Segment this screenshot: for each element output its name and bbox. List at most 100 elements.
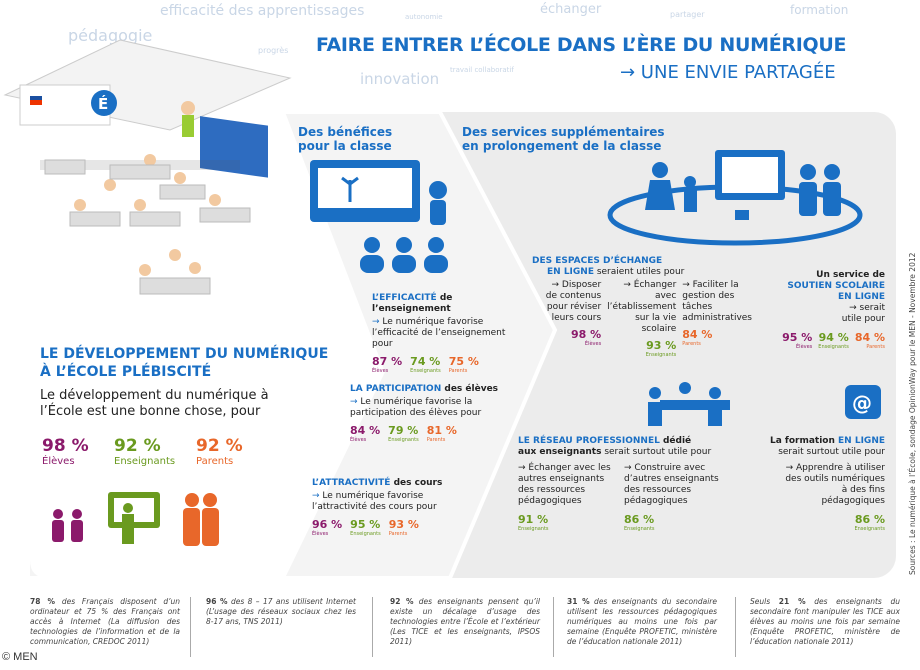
source-note: Sources : Le numérique à l’École, sondag… (908, 252, 917, 575)
stat-label: Élèves (42, 456, 75, 467)
stat-label: Parents (682, 341, 701, 347)
stat-label: Élèves (372, 368, 389, 374)
stat-value: 75 % (448, 355, 479, 368)
block-title: LA PARTICIPATION (350, 384, 442, 394)
stat-label: Enseignants (818, 344, 849, 350)
block-title-rest: dédié (659, 436, 692, 446)
footer-fact: 96 % des 8 – 17 ans utilisent Internet (… (206, 597, 356, 626)
page-subtitle: → UNE ENVIE PARTAGÉE (620, 62, 836, 83)
item-text: → Disposer de contenus pour réviser leur… (545, 280, 602, 323)
cloud-word: innovation (360, 70, 440, 88)
block-title-rest: serait surtout utile pour (601, 447, 712, 457)
block-title-rest: des élèves (441, 384, 499, 394)
panel-backgrounds: É @ (3, 39, 896, 580)
stat-label: Élèves (350, 437, 367, 443)
right-heading: Des services supplémentaires en prolonge… (462, 125, 665, 153)
block-title: SOUTIEN SCOLAIRE (787, 281, 885, 291)
copyright: © MEN (2, 651, 38, 663)
stat-value: 93 % (388, 518, 419, 531)
stat-value: 95 % (782, 331, 813, 344)
cloud-word: efficacité des apprentissages (160, 3, 365, 19)
footer-fact: 31 % des enseignants du secondaire utili… (567, 597, 717, 646)
item-text: → Apprendre à utiliser des outils numéri… (785, 463, 885, 506)
interactive-whiteboard-icon (310, 160, 448, 273)
stat-label: Parents (426, 437, 446, 443)
block-title: L’ATTRACTIVITÉ (312, 478, 391, 488)
cloud-word: formation (790, 3, 849, 17)
stat-label: Parents (388, 531, 408, 537)
block-title: EN LIGNE (838, 436, 885, 446)
stat-label: Enseignants (114, 456, 176, 467)
block-text: → serait utile pour (841, 303, 885, 324)
block-title: L’EFFICACITÉ (372, 293, 437, 303)
stat-label: Élèves (584, 341, 602, 347)
page-title: FAIRE ENTRER L’ÉCOLE DANS L’ÈRE DU NUMÉR… (316, 34, 847, 56)
block-title: EN LIGNE (547, 267, 594, 277)
svg-text:É: É (98, 94, 108, 113)
svg-text:@: @ (852, 391, 872, 415)
stat-label: Enseignants (645, 352, 677, 358)
soutien-scolaire: Un service de SOUTIEN SCOLAIRE EN LIGNE … (775, 270, 885, 350)
arrow-icon: → (372, 317, 380, 327)
stat-label: Parents (448, 368, 468, 374)
cloud-word: autonomie (405, 13, 443, 21)
item-text: → Échanger avec l’établissement sur la v… (607, 280, 677, 334)
stat-value: 84 % (854, 331, 885, 344)
stat-label: Élèves (312, 531, 329, 537)
cloud-word: progrès (258, 46, 289, 55)
block-text: Le numérique favorise l’attractivité des… (312, 491, 437, 512)
stat-value: 94 % (818, 331, 849, 344)
left-stats: 98 % Élèves 92 % Enseignants 92 % Parents (42, 436, 243, 467)
block-title-rest: serait surtout utile pour (778, 447, 885, 457)
footer-fact: Seuls 21 % des enseignants du secondaire… (750, 597, 900, 646)
footer-fact: 92 % des enseignants pensent qu’il exist… (390, 597, 540, 646)
teacher-icon (108, 492, 160, 544)
divider (190, 597, 191, 657)
block-title-rest: de l’enseignement (372, 293, 453, 314)
formation-en-ligne: La formation EN LIGNE serait surtout uti… (760, 436, 885, 532)
stat-value: 98 % (571, 328, 602, 341)
stat-label: Parents (866, 344, 885, 350)
benefit-efficacite: L’EFFICACITÉ de l’enseignement → Le numé… (372, 293, 522, 374)
stat-label: Enseignants (854, 526, 885, 532)
espaces-echange: DES ESPACES D’ÉCHANGE EN LIGNE seraient … (532, 256, 752, 358)
block-title: LE RÉSEAU PROFESSIONNEL (518, 436, 660, 446)
stat-value: 79 % (388, 424, 419, 437)
block-intro: Un service de (816, 270, 885, 280)
benefit-attractivite: L’ATTRACTIVITÉ des cours → Le numérique … (312, 478, 452, 537)
classroom-illustration: É (3, 39, 292, 295)
divider (553, 597, 554, 657)
stat-value: 84 % (682, 328, 713, 341)
stat-label: Enseignants (624, 526, 655, 532)
stat-value: 91 % (518, 513, 549, 526)
divider (372, 597, 373, 657)
network-meeting-icon (648, 382, 730, 426)
stat-label: Enseignants (410, 368, 441, 374)
arrow-icon: → (350, 397, 358, 407)
left-text: Le développement du numérique à l’École … (40, 388, 269, 419)
reseau-professionnel: LE RÉSEAU PROFESSIONNEL dédié aux enseig… (518, 436, 758, 532)
left-heading: LE DÉVELOPPEMENT DU NUMÉRIQUE À L’ÉCOLE … (40, 346, 329, 380)
stat-label: Enseignants (518, 526, 549, 532)
services-illustration-icon (607, 150, 863, 246)
item-text: → Faciliter la gestion des tâches admini… (682, 280, 752, 323)
stat-value: 98 % (42, 436, 89, 456)
item-text: → Construire avec d’autres enseignants d… (624, 463, 719, 506)
stat-value: 95 % (350, 518, 381, 531)
block-text: Le numérique favorise l’efficacité de l’… (372, 317, 506, 349)
stat-value: 86 % (624, 513, 655, 526)
middle-heading: Des bénéfices pour la classe (298, 125, 393, 153)
parents-icon (183, 493, 219, 546)
footer-fact: 78 % des Français disposent d’un ordinat… (30, 597, 180, 646)
stat-label: Enseignants (350, 531, 381, 537)
cloud-word: pédagogie (68, 26, 153, 45)
block-title-rest: La formation (769, 436, 839, 446)
online-email-icon: @ (845, 385, 881, 419)
stat-value: 96 % (312, 518, 343, 531)
stat-label: Élèves (796, 344, 813, 350)
stat-value: 84 % (350, 424, 381, 437)
stat-value: 86 % (854, 513, 885, 526)
block-title-rest: aux enseignants (518, 447, 602, 457)
item-text: → Échanger avec les autres enseignants d… (518, 463, 611, 506)
cloud-word: échanger (540, 2, 602, 17)
